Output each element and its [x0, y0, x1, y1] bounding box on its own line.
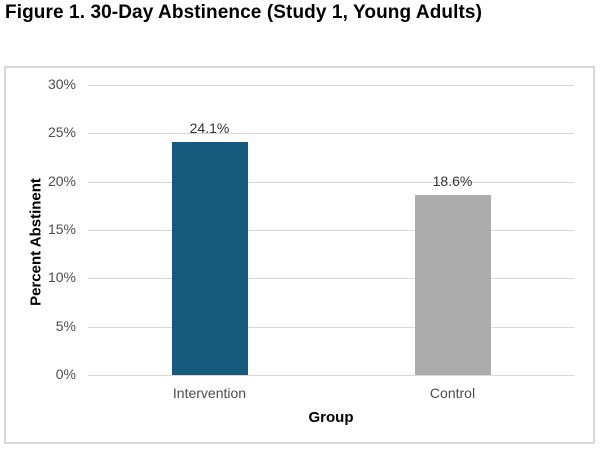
- y-axis-title: Percent Abstinent: [27, 178, 45, 306]
- y-tick-label-30%: 30%: [47, 76, 76, 92]
- figure-title: Figure 1. 30-Day Abstinence (Study 1, Yo…: [5, 2, 483, 23]
- gridline-15%: [88, 230, 574, 231]
- x-category-label-intervention: Intervention: [172, 385, 247, 401]
- gridline-10%: [88, 278, 574, 280]
- x-axis-title: Group: [308, 409, 354, 426]
- y-tick-label-0%: 0%: [55, 366, 76, 382]
- bar-control: [414, 195, 491, 375]
- gridline-30%: [88, 85, 574, 86]
- bar-intervention: [171, 142, 248, 375]
- chart-plot-frame: 0% 5% 10% 15% 20% 25% 30% 24.1% Intervention 18.6…: [4, 66, 595, 444]
- y-tick-label-20%: 20%: [47, 172, 76, 189]
- y-tick-label-10%: 10%: [47, 269, 76, 286]
- y-tick-label-25%: 25%: [47, 124, 76, 141]
- gridline-20%: [88, 181, 574, 183]
- gridline-5%: [88, 326, 574, 328]
- gridline-25%: [88, 133, 574, 135]
- y-tick-label-15%: 15%: [47, 221, 76, 237]
- gridline-0%: [88, 375, 574, 376]
- bar-value-label-intervention: 24.1%: [189, 120, 230, 137]
- bar-value-label-control: 18.6%: [432, 173, 473, 190]
- y-tick-label-5%: 5%: [55, 317, 76, 334]
- x-category-label-control: Control: [429, 385, 476, 401]
